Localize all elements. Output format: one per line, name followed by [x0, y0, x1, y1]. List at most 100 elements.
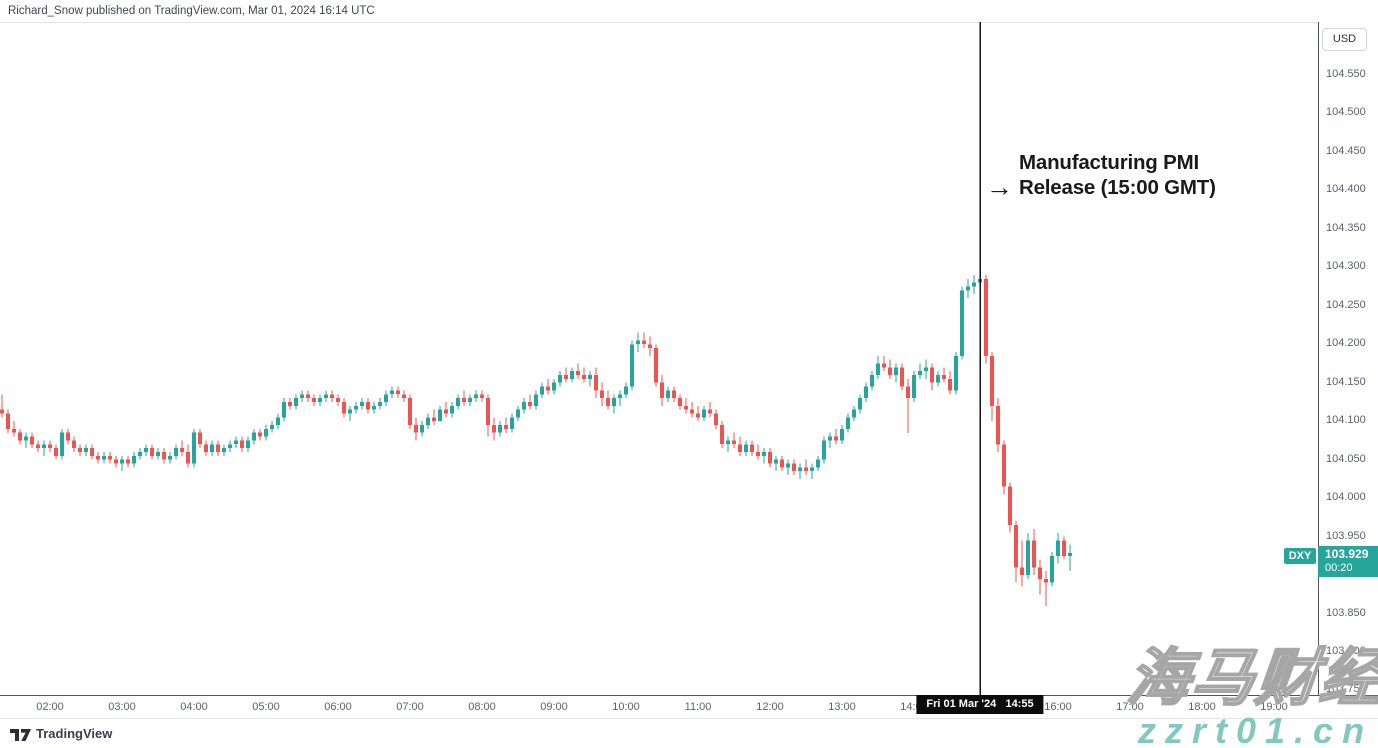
candle-body: [1062, 540, 1066, 556]
time-tick-label: 18:00: [1188, 701, 1216, 713]
candle-body: [1032, 540, 1036, 568]
candle-body: [546, 386, 550, 391]
candle-body: [210, 444, 214, 452]
candle-body: [918, 371, 922, 375]
candle-body: [1020, 567, 1024, 576]
annotation-line2: Release (15:00 GMT): [1019, 176, 1216, 199]
candle-body: [1050, 555, 1054, 583]
time-axis[interactable]: 02:00 03:00 04:00 05:00 06:00 07:00 08:00 09:00…: [0, 695, 1378, 718]
candle-body: [756, 452, 760, 456]
candle-body: [804, 467, 808, 472]
candle-body: [660, 382, 664, 399]
candle-body: [378, 402, 382, 406]
candle-wick: [787, 459, 789, 476]
candle-body: [1056, 540, 1060, 556]
candle-body: [246, 440, 250, 449]
annotation-line1: Manufacturing PMI: [1019, 151, 1199, 174]
currency-usd-button[interactable]: USD: [1322, 28, 1367, 51]
candle-body: [192, 432, 196, 464]
candle-body: [108, 455, 112, 460]
candle-body: [762, 452, 766, 456]
candle-body: [852, 409, 856, 418]
price-tick-label: 103.750: [1326, 683, 1366, 696]
candle-body: [516, 409, 520, 418]
candle-body: [234, 440, 238, 445]
time-tick-label: 06:00: [324, 701, 352, 713]
candle-body: [786, 463, 790, 468]
candle-body: [858, 398, 862, 410]
time-tick-label: 08:00: [468, 701, 496, 713]
candle-wick: [547, 378, 549, 395]
candle-body: [228, 444, 232, 449]
bar-countdown: 00:20: [1325, 562, 1353, 574]
candle-wick: [907, 378, 909, 433]
candle-body: [528, 402, 532, 406]
last-price-value: 103.929: [1325, 547, 1369, 561]
time-tick-label: 03:00: [108, 701, 136, 713]
candle-body: [780, 459, 784, 468]
candle-body: [102, 455, 106, 460]
candle-body: [582, 375, 586, 379]
candle-body: [96, 455, 100, 460]
candle-body: [258, 432, 262, 437]
candle-body: [882, 363, 886, 368]
candle-body: [720, 425, 724, 445]
time-tick-label: 19:00: [1260, 701, 1288, 713]
candle-body: [126, 459, 130, 464]
candle-body: [810, 467, 814, 472]
candle-body: [690, 409, 694, 414]
candle-body: [240, 440, 244, 449]
candle-wick: [799, 463, 801, 479]
candle-body: [726, 440, 730, 445]
candlestick-chart[interactable]: [0, 22, 1318, 695]
candle-body: [648, 344, 652, 349]
time-tick-label: 07:00: [396, 701, 424, 713]
candle-body: [618, 394, 622, 399]
candle-wick: [589, 371, 591, 387]
price-tick-label: 104.000: [1326, 491, 1366, 504]
candle-body: [36, 444, 40, 449]
candle-body: [1038, 567, 1042, 579]
price-tick-label: 103.800: [1326, 644, 1366, 657]
tradingview-brand-text[interactable]: TradingView: [36, 726, 113, 741]
candle-body: [432, 417, 436, 422]
candle-body: [360, 402, 364, 406]
candle-body: [204, 444, 208, 452]
candle-body: [390, 390, 394, 395]
time-tick-label: 11:00: [684, 701, 712, 713]
candle-body: [342, 402, 346, 414]
candle-body: [828, 436, 832, 441]
candle-body: [120, 459, 124, 464]
candle-body: [330, 394, 334, 399]
candle-body: [420, 425, 424, 433]
candle-body: [936, 375, 940, 383]
candle-body: [270, 425, 274, 429]
candle-body: [318, 398, 322, 402]
candle-body: [1008, 486, 1012, 526]
tradingview-logo-icon[interactable]: [10, 728, 32, 746]
candle-body: [198, 432, 202, 445]
price-tick-label: 104.450: [1326, 144, 1366, 157]
price-axis[interactable]: USD 104.550 104.500 104.450 104.400 104.350 1…: [1318, 22, 1378, 695]
candle-body: [150, 448, 154, 456]
candle-body: [138, 452, 142, 456]
candle-body: [366, 402, 370, 410]
candle-body: [1026, 540, 1030, 575]
candle-body: [630, 344, 634, 387]
time-tick-label: 04:00: [180, 701, 208, 713]
candle-body: [180, 448, 184, 452]
candle-body: [696, 413, 700, 418]
candle-body: [588, 375, 592, 379]
candle-body: [60, 432, 64, 456]
candle-wick: [829, 432, 831, 449]
time-tick-label: 12:00: [756, 701, 784, 713]
candle-body: [42, 444, 46, 449]
event-annotation[interactable]: → Manufacturing PMI Release (15:00 GMT): [986, 150, 1216, 201]
candle-body: [816, 459, 820, 468]
candle-body: [372, 405, 376, 410]
candle-body: [336, 398, 340, 402]
candle-body: [288, 402, 292, 406]
time-tick-label: 02:00: [36, 701, 64, 713]
candle-body: [876, 363, 880, 375]
